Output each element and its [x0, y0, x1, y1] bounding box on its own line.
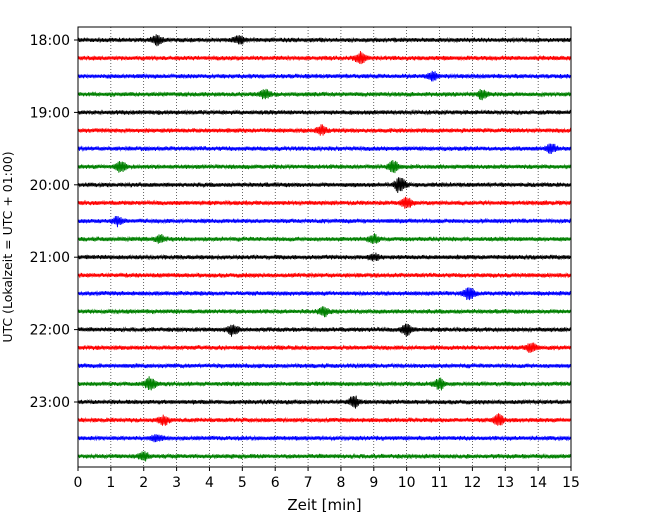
seismic-trace	[77, 252, 572, 262]
y-tick-label: 18:00	[30, 33, 70, 49]
x-tick-label: 9	[369, 475, 378, 491]
seismic-trace	[77, 342, 572, 353]
seismic-trace	[77, 306, 572, 318]
y-tick-label: 21:00	[30, 250, 70, 266]
y-tick-label: 19:00	[30, 105, 70, 121]
x-tick-label: 1	[106, 475, 115, 491]
seismic-trace	[77, 362, 572, 370]
trace-group	[77, 34, 572, 462]
seismic-trace	[77, 233, 572, 244]
x-axis: 0 1 2 3 4 5 6 7 8 9 10 11 12 13 14 15	[74, 467, 580, 491]
seismic-trace	[77, 159, 572, 174]
x-tick-label: 5	[238, 475, 247, 491]
y-axis-label: UTC (Lokalzeit = UTC + 01:00)	[0, 151, 15, 342]
x-tick-label: 10	[398, 475, 416, 491]
seismic-trace	[77, 272, 572, 279]
seismic-trace	[77, 451, 572, 462]
seismic-trace	[77, 395, 572, 409]
y-tick-label: 22:00	[30, 323, 70, 339]
seismic-trace	[77, 413, 572, 426]
seismic-trace	[77, 215, 572, 228]
x-tick-label: 2	[139, 475, 148, 491]
x-tick-label: 14	[529, 475, 547, 491]
x-tick-label: 12	[463, 475, 481, 491]
x-tick-label: 13	[496, 475, 514, 491]
x-tick-label: 15	[562, 475, 580, 491]
x-tick-label: 8	[336, 475, 345, 491]
x-tick-label: 6	[271, 475, 280, 491]
y-axis: 18:00 19:00 20:00 21:00 22:00 23:00	[30, 33, 78, 411]
seismic-trace	[77, 50, 572, 65]
plot-frame	[77, 26, 572, 468]
seismic-trace	[77, 124, 572, 136]
plot-background	[78, 27, 571, 467]
seismic-trace	[77, 196, 572, 209]
seismic-trace	[77, 323, 572, 337]
x-tick-label: 4	[205, 475, 214, 491]
seismic-trace	[77, 434, 572, 443]
seismic-trace	[77, 376, 572, 391]
y-tick-label: 20:00	[30, 178, 70, 194]
x-tick-label: 0	[74, 475, 83, 491]
x-axis-label: Zeit [min]	[287, 496, 361, 514]
x-tick-label: 3	[172, 475, 181, 491]
seismic-trace	[77, 287, 572, 301]
seismic-trace	[77, 70, 572, 82]
seismic-trace	[77, 109, 572, 116]
seismic-trace	[77, 34, 572, 47]
x-tick-label: 7	[304, 475, 313, 491]
seismic-trace	[77, 143, 572, 155]
x-tick-label: 11	[431, 475, 449, 491]
seismic-trace	[77, 88, 572, 101]
seismic-trace	[77, 177, 572, 194]
y-tick-label: 23:00	[30, 395, 70, 411]
grid-lines	[110, 27, 539, 467]
